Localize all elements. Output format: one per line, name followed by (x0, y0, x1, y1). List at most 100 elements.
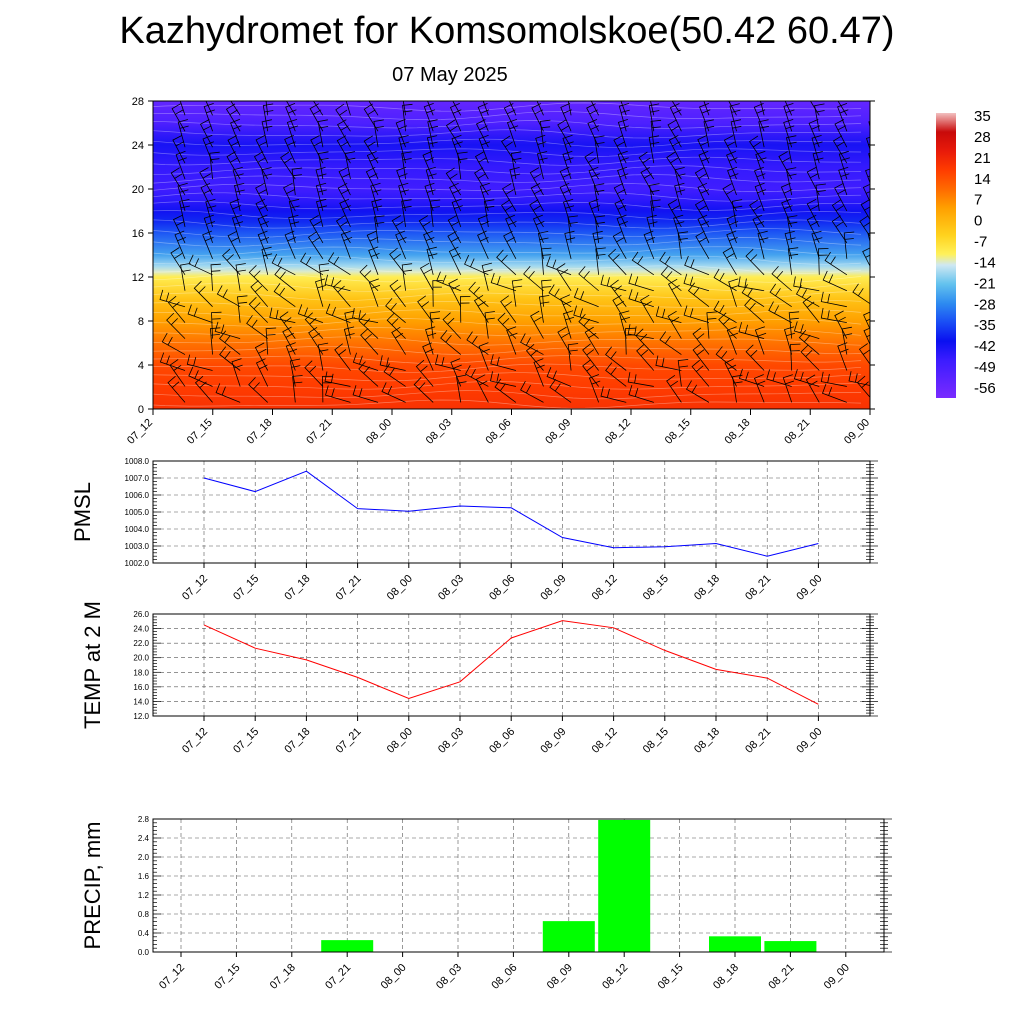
wind-barb (673, 214, 685, 244)
wind-barb (745, 344, 765, 371)
wind-barb (167, 295, 186, 323)
wind-barb (692, 327, 710, 355)
wind-barb (582, 343, 599, 371)
wind-barb (227, 135, 241, 164)
wind-barb (265, 101, 269, 116)
wind-barb (481, 262, 493, 291)
wind-barb (802, 295, 820, 323)
wind-barb (546, 256, 572, 276)
wind-barb (784, 101, 793, 116)
wind-barb (449, 103, 462, 132)
contour-line (153, 345, 862, 355)
x-tick-label: 09_00 (822, 962, 852, 992)
wind-barb (755, 150, 767, 180)
wind-barb (778, 151, 793, 180)
wind-barb (274, 266, 296, 292)
wind-barb (503, 230, 517, 260)
wind-barb (395, 118, 408, 148)
wind-barb (352, 352, 379, 371)
wind-barb (812, 151, 824, 180)
wind-barb (793, 276, 820, 292)
wind-barb (423, 230, 435, 259)
contour-line (153, 372, 862, 382)
wind-barb (497, 312, 517, 339)
x-tick-label: 08_21 (782, 417, 812, 447)
wind-barb (494, 378, 517, 403)
wind-barb (738, 322, 765, 339)
wind-barb (459, 296, 471, 323)
wind-barb (511, 279, 523, 307)
wind-barb (852, 283, 870, 305)
contour-line (153, 156, 862, 166)
colorbar-tick-label: -35 (974, 317, 996, 334)
wind-barb (381, 382, 406, 403)
wind-barb (500, 295, 517, 323)
colorbar-tick-label: 28 (974, 129, 991, 146)
wind-barb (425, 166, 437, 196)
wind-barb (445, 167, 462, 196)
wind-barb (648, 103, 660, 132)
plot-frame (152, 818, 885, 953)
contour-line (153, 381, 862, 390)
wind-barb (667, 119, 682, 148)
wind-barb (415, 359, 434, 387)
x-tick-label: 08_18 (692, 573, 722, 603)
wind-barb (395, 230, 407, 260)
y-tick-label: 8 (138, 316, 144, 328)
wind-barb (520, 333, 544, 355)
wind-barb (529, 167, 544, 196)
colorbar-tick-label: 0 (974, 213, 982, 230)
contour-line (153, 174, 862, 184)
wind-barb (225, 103, 241, 132)
wind-barb (582, 359, 599, 387)
precip-bar (598, 819, 651, 952)
contour-line (153, 120, 862, 129)
wind-barb (659, 251, 682, 276)
wind-barb (754, 326, 767, 355)
wind-barb (617, 119, 630, 148)
wind-barb (584, 151, 599, 180)
wind-barb (232, 166, 244, 196)
wind-barb (271, 253, 296, 276)
wind-barb (738, 276, 765, 292)
wind-barb (262, 103, 274, 132)
y-tick-label: 12.0 (133, 712, 149, 721)
wind-barb (781, 198, 793, 228)
wind-barb (860, 199, 870, 221)
y-axis-label: TEMP at 2 M (80, 601, 105, 729)
wind-barb (283, 182, 296, 212)
x-tick-label: 07_18 (282, 726, 312, 756)
wind-barb (279, 311, 296, 339)
wind-barb (538, 295, 550, 323)
wind-barb (758, 119, 769, 148)
wind-barb (370, 182, 382, 212)
wind-barb (685, 380, 710, 403)
wind-barb (161, 332, 186, 355)
wind-barb (336, 135, 351, 164)
y-tick-label: 14.0 (133, 697, 149, 706)
wind-barb (501, 199, 517, 228)
colorbar-tick-label: -28 (974, 296, 996, 313)
wind-barb (322, 375, 333, 403)
wind-barb (659, 331, 682, 355)
precip-bar (542, 921, 595, 952)
wind-barb (358, 313, 379, 339)
wind-barb (771, 265, 792, 292)
wind-barb (229, 198, 242, 228)
wind-barb (738, 368, 765, 387)
x-tick-label: 08_15 (641, 573, 671, 603)
wind-barb (838, 166, 850, 196)
wind-barb (628, 384, 654, 403)
wind-barb (324, 371, 351, 387)
wind-barb (530, 310, 544, 339)
wind-barb (502, 183, 517, 212)
wind-barb (284, 134, 296, 164)
wind-barb (699, 103, 711, 132)
wind-barb (592, 230, 604, 259)
wind-barb (188, 254, 213, 276)
y-tick-label: 0.0 (138, 948, 150, 957)
wind-barb (757, 230, 769, 259)
wind-barb (501, 135, 517, 164)
wind-barb (600, 274, 627, 292)
